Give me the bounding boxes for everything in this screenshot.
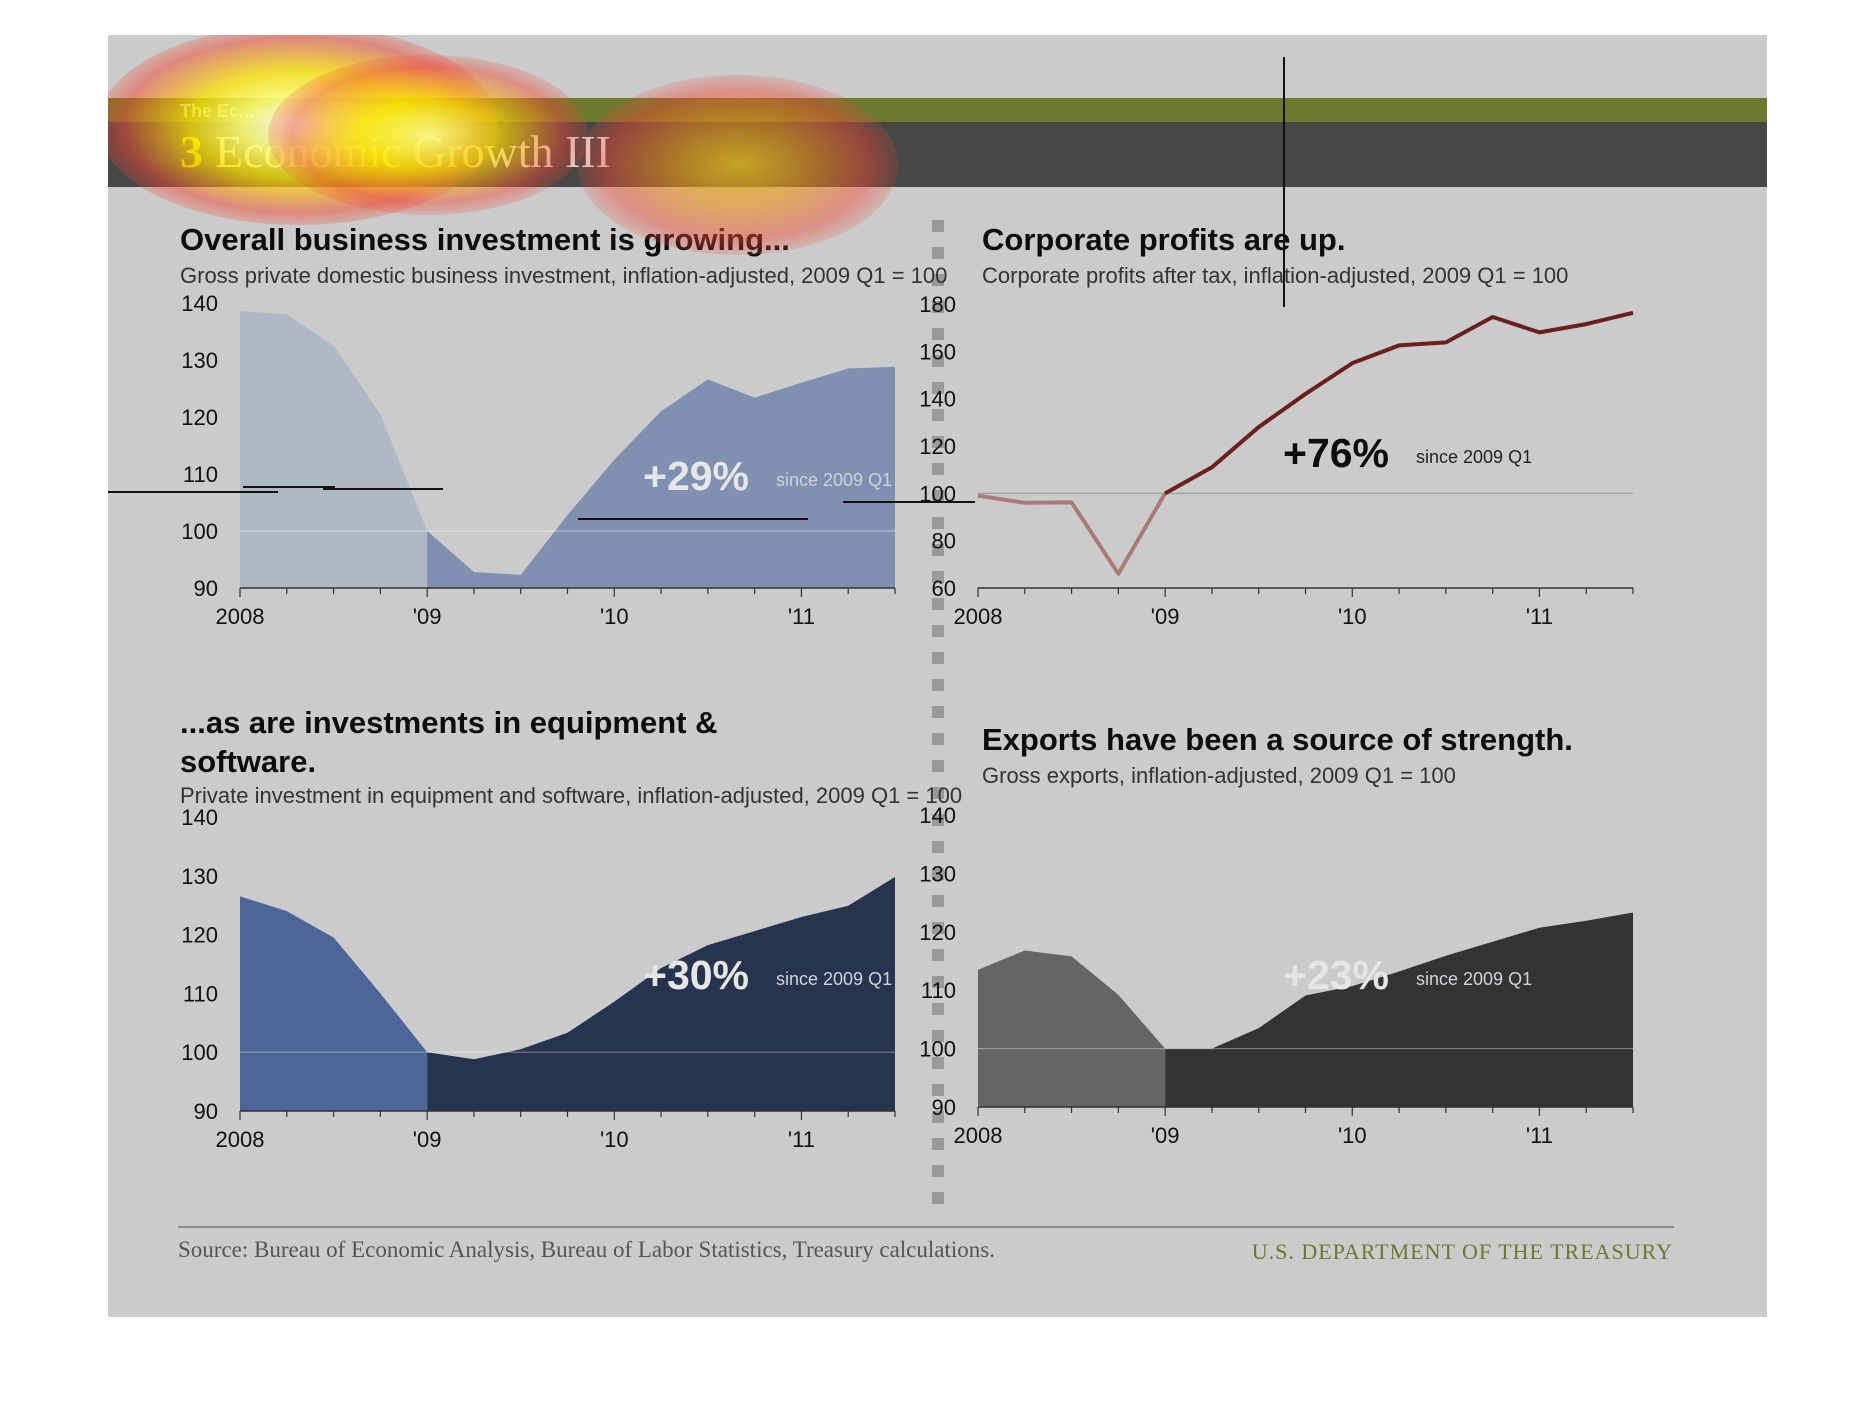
agency-name: U.S. DEPARTMENT OF THE TREASURY [1251,1239,1673,1264]
annotation-note: since 2009 Q1 [776,470,892,490]
y-tick-label: 140 [181,805,218,830]
x-tick-label: 2008 [216,1127,265,1152]
cursor-trace [578,518,808,520]
panel-title-exports: Exports have been a source of strength. [982,722,1573,757]
annotation-value: +76% [1283,430,1389,476]
y-tick-label: 160 [919,339,956,364]
annotation-value: +29% [643,453,749,499]
cursor-trace [108,491,278,493]
y-tick-label: 140 [919,387,956,412]
panel-title-equipment: ...as are investments in equipment & sof… [180,705,718,779]
annotation-note: since 2009 Q1 [1416,969,1532,989]
annotation-value: +30% [643,952,749,998]
y-tick-label: 120 [919,920,956,945]
x-tick-label: '11 [788,604,815,629]
panel-subtitle-investment: Gross private domestic business investme… [180,263,948,288]
x-tick-label: 2008 [954,604,1003,629]
area-since-2009 [427,366,895,588]
panel-subtitle-profits: Corporate profits after tax, inflation-a… [982,263,1569,288]
y-tick-label: 120 [181,923,218,948]
x-tick-label: '10 [600,604,629,629]
slide-number: 3 [180,126,203,177]
y-tick-label: 110 [183,462,218,487]
cursor-trace [323,488,443,490]
area-since-2009 [1165,912,1633,1107]
panel-subtitle-equipment: Private investment in equipment and soft… [180,783,963,808]
y-tick-label: 90 [194,576,218,601]
area-before-2009 [240,896,428,1111]
panel-divider [932,220,944,1210]
annotation-value: +23% [1283,952,1389,998]
panel-title-profits: Corporate profits are up. [982,222,1346,257]
y-tick-label: 130 [181,864,218,889]
header-brand: The Ec... [180,101,255,121]
y-tick-label: 120 [181,405,218,430]
x-tick-label: '10 [600,1127,629,1152]
cursor-trace [243,486,335,488]
panel-title-investment: Overall business investment is growing..… [180,222,790,257]
x-tick-label: '09 [413,1127,442,1152]
x-tick-label: '11 [788,1127,815,1152]
x-tick-label: '11 [1526,1123,1553,1148]
equipment-chart: 2008 '09 '10 '11 90 100 110 120 130 140 +30% since … [181,805,896,1152]
y-tick-label: 80 [932,529,956,554]
area-since-2009 [427,876,895,1111]
x-tick-label: '11 [1526,604,1553,629]
y-tick-label: 90 [194,1099,218,1124]
cursor-trace [843,501,975,503]
x-tick-label: '09 [1151,1123,1180,1148]
slide: The Ec... 3 Economic Growth III Overall b… [108,35,1767,1317]
x-tick-label: '09 [1151,604,1180,629]
area-before-2009 [240,310,428,588]
investment-chart: 2008 '09 '10 '11 90 100 110 120 130 140 +29% since … [181,291,896,629]
slide-title-text: Economic Growth III [215,126,611,177]
y-tick-label: 90 [932,1095,956,1120]
line-since-2009 [1164,310,1634,496]
y-tick-label: 110 [921,978,956,1003]
y-tick-label: 180 [919,292,956,317]
x-tick-label: '10 [1338,604,1367,629]
y-tick-label: 120 [919,434,956,459]
y-tick-label: 110 [183,981,218,1006]
annotation-note: since 2009 Q1 [776,969,892,989]
line-before-2009 [977,492,1167,576]
slide-title: 3 Economic Growth III [180,125,611,178]
y-tick-label: 100 [181,1040,218,1065]
annotation-note: since 2009 Q1 [1416,447,1532,467]
cursor-trace [1283,57,1285,307]
x-tick-label: '09 [413,604,442,629]
area-before-2009 [978,950,1166,1107]
x-tick-label: 2008 [954,1123,1003,1148]
y-tick-label: 140 [181,291,218,316]
x-tick-label: '10 [1338,1123,1367,1148]
y-tick-label: 60 [932,576,956,601]
y-tick-label: 100 [181,519,218,544]
source-note: Source: Bureau of Economic Analysis, Bur… [178,1237,995,1262]
footer-rule [178,1226,1674,1228]
x-tick-label: 2008 [216,604,265,629]
y-tick-label: 130 [181,348,218,373]
y-tick-label: 130 [919,861,956,886]
panel-subtitle-exports: Gross exports, inflation-adjusted, 2009 … [982,763,1456,788]
header-olive-band [108,98,1767,122]
y-tick-label: 100 [919,1037,956,1062]
exports-chart: 2008 '09 '10 '11 90 100 110 120 130 140 +23% since … [919,803,1634,1148]
y-tick-label: 140 [919,803,956,828]
